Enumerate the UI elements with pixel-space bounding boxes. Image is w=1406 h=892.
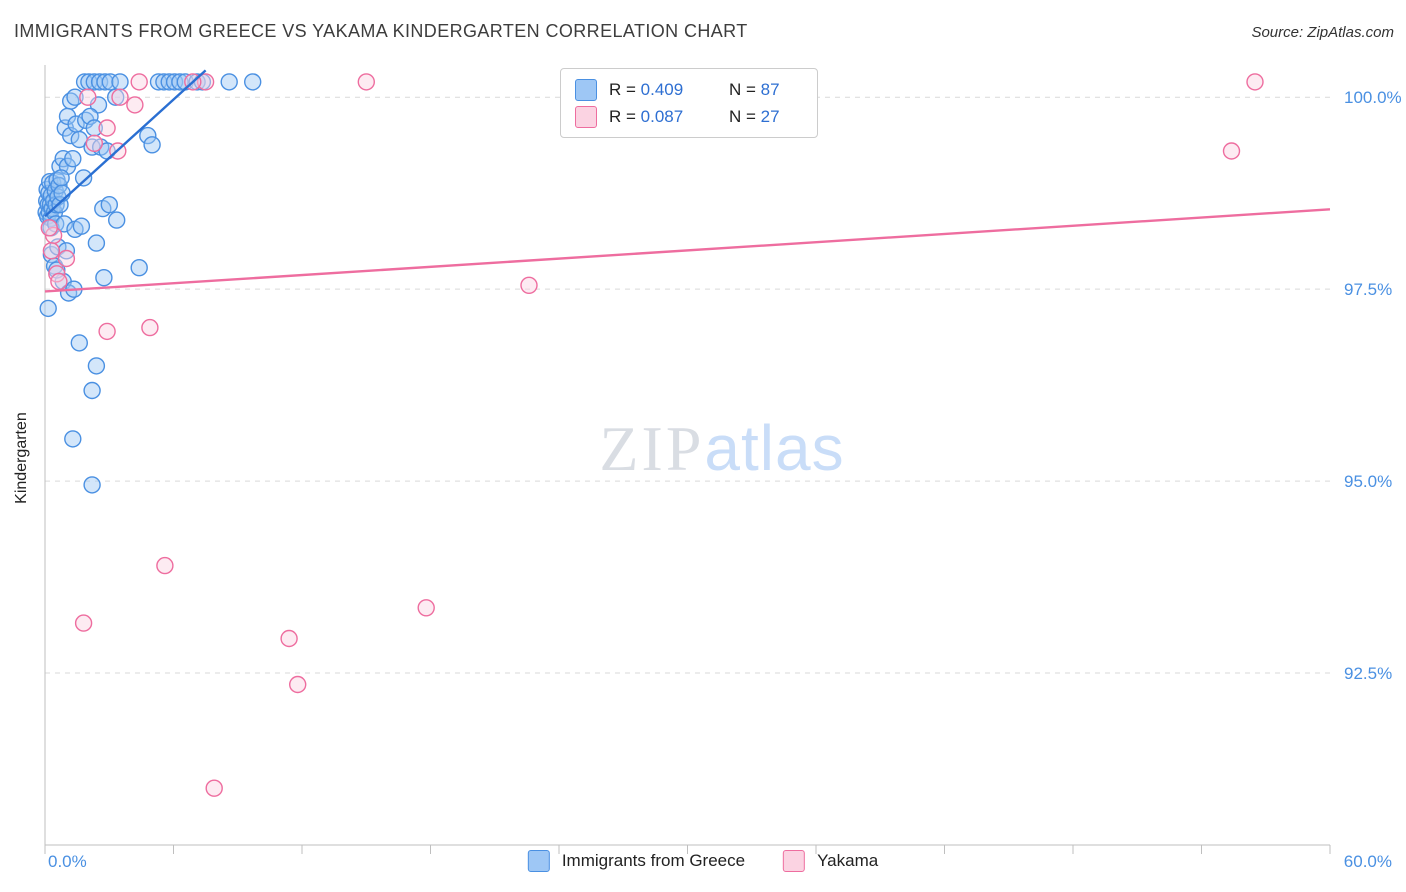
data-point-yakama[interactable] (85, 134, 104, 153)
yakama-legend-swatch-icon (783, 850, 806, 872)
trend-line-yakama (44, 208, 1331, 293)
data-point-yakama[interactable] (130, 73, 148, 91)
greece-swatch-icon (575, 78, 597, 101)
data-point-yakama[interactable] (98, 322, 116, 341)
x-axis-min-label: 0.0% (48, 852, 87, 871)
data-point-greece[interactable] (70, 334, 89, 352)
data-point-greece[interactable] (64, 149, 82, 168)
data-point-greece[interactable] (74, 169, 93, 187)
data-point-greece[interactable] (87, 357, 106, 375)
data-point-yakama[interactable] (196, 73, 215, 91)
data-point-yakama[interactable] (98, 119, 116, 137)
data-point-greece[interactable] (101, 73, 120, 91)
bottom-legend: Immigrants from Greece Yakama (527, 850, 879, 872)
data-point-greece[interactable] (87, 234, 106, 252)
greece-legend-label: Immigrants from Greece (561, 851, 746, 870)
data-point-yakama[interactable] (280, 629, 298, 648)
yakama-legend-label: Yakama (817, 851, 879, 870)
data-point-greece[interactable] (107, 211, 126, 229)
data-point-yakama[interactable] (111, 88, 129, 106)
data-point-yakama[interactable] (156, 556, 174, 575)
data-point-yakama[interactable] (126, 96, 144, 114)
data-point-yakama[interactable] (417, 599, 435, 617)
data-point-yakama[interactable] (1246, 73, 1264, 91)
watermark-atlas: atlas (704, 412, 845, 484)
data-point-greece[interactable] (83, 381, 101, 400)
yakama-n-value: N = 27 (729, 106, 780, 126)
source-label: Source: ZipAtlas.com (1251, 24, 1394, 41)
y-tick-label: 92.5% (1344, 664, 1392, 683)
data-point-greece[interactable] (111, 73, 129, 91)
data-point-greece[interactable] (130, 259, 148, 277)
data-point-yakama[interactable] (42, 242, 61, 260)
y-tick-label: 97.5% (1344, 280, 1392, 299)
yakama-swatch-icon (575, 105, 597, 128)
data-point-greece[interactable] (139, 126, 157, 145)
data-point-greece[interactable] (66, 88, 84, 106)
data-point-greece[interactable] (106, 88, 125, 106)
data-point-yakama[interactable] (74, 614, 93, 632)
data-point-yakama[interactable] (1222, 142, 1241, 160)
data-point-greece[interactable] (52, 169, 70, 187)
greece-r-value: R = 0.409 (609, 79, 684, 99)
data-point-yakama[interactable] (141, 318, 159, 337)
greece-n-value: N = 87 (729, 79, 780, 99)
data-point-yakama[interactable] (520, 276, 538, 294)
data-point-greece[interactable] (83, 476, 101, 494)
data-point-greece[interactable] (64, 430, 82, 448)
data-point-greece[interactable] (220, 73, 238, 91)
data-point-yakama[interactable] (40, 219, 58, 237)
data-point-greece[interactable] (143, 136, 161, 154)
data-point-greece[interactable] (95, 269, 113, 287)
trend-line-greece (44, 69, 207, 218)
yakama-r-value: R = 0.087 (609, 106, 684, 126)
data-point-greece[interactable] (39, 299, 57, 318)
data-point-yakama[interactable] (357, 73, 375, 91)
data-point-greece[interactable] (53, 184, 71, 202)
data-point-greece[interactable] (171, 73, 189, 91)
y-tick-label: 100.0% (1344, 88, 1402, 107)
greece-legend-swatch-icon (527, 850, 550, 872)
watermark: ZIPatlas (599, 416, 844, 481)
data-point-yakama[interactable] (57, 249, 76, 268)
data-point-greece[interactable] (100, 195, 119, 214)
data-point-greece[interactable] (243, 73, 262, 91)
data-point-yakama[interactable] (205, 779, 223, 797)
watermark-zip: ZIP (599, 413, 705, 484)
legend-box: R = 0.409 N = 87 R = 0.087 N = 27 (560, 68, 818, 138)
legend-row-yakama: R = 0.087 N = 27 (575, 103, 803, 130)
x-axis-max-label: 60.0% (1343, 852, 1392, 871)
data-point-yakama[interactable] (289, 675, 307, 694)
legend-row-greece: R = 0.409 N = 87 (575, 76, 803, 103)
data-point-greece[interactable] (72, 217, 91, 235)
data-point-yakama[interactable] (79, 88, 97, 106)
y-tick-label: 95.0% (1344, 472, 1392, 491)
page-title: IMMIGRANTS FROM GREECE VS YAKAMA KINDERG… (14, 21, 748, 41)
data-point-yakama[interactable] (50, 272, 68, 291)
data-point-greece[interactable] (96, 73, 114, 91)
